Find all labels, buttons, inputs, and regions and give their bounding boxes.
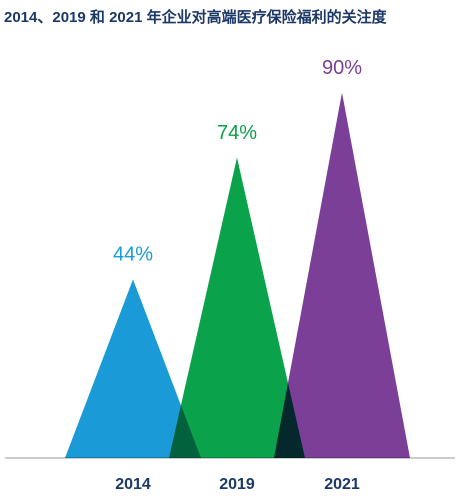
x-tick-label: 2019 (219, 476, 255, 493)
x-tick-label: 2021 (324, 476, 360, 493)
x-tick-label: 2014 (115, 476, 151, 493)
chart-title: 2014、2019 和 2021 年企业对高端医疗保险福利的关注度 (4, 8, 388, 26)
value-label: 90% (322, 57, 362, 79)
value-label: 44% (113, 244, 153, 266)
triangle-bar (65, 279, 201, 458)
plot (65, 92, 410, 458)
triangle-bar (169, 157, 305, 458)
value-label: 74% (217, 122, 257, 144)
triangle-bar (274, 92, 410, 458)
